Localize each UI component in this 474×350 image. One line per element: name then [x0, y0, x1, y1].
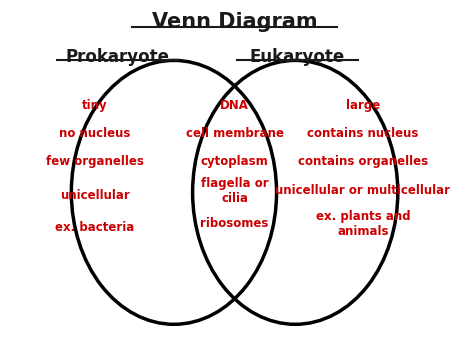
Text: ex. plants and
animals: ex. plants and animals [316, 210, 410, 238]
Text: few organelles: few organelles [46, 155, 144, 168]
Text: no nucleus: no nucleus [59, 127, 130, 140]
Text: large: large [346, 99, 380, 112]
Text: tiny: tiny [82, 99, 108, 112]
Text: cell membrane: cell membrane [186, 127, 283, 140]
Text: contains organelles: contains organelles [298, 155, 428, 168]
Text: Prokaryote: Prokaryote [66, 48, 170, 66]
Text: cytoplasm: cytoplasm [201, 155, 268, 168]
Text: contains nucleus: contains nucleus [307, 127, 419, 140]
Text: Eukaryote: Eukaryote [250, 48, 345, 66]
Text: unicellular or multicellular: unicellular or multicellular [275, 184, 450, 197]
Text: Venn Diagram: Venn Diagram [152, 12, 318, 32]
Text: ex. bacteria: ex. bacteria [55, 220, 134, 233]
Text: DNA: DNA [220, 99, 249, 112]
Text: unicellular: unicellular [60, 189, 129, 202]
Text: flagella or
cilia: flagella or cilia [201, 177, 268, 205]
Text: ribosomes: ribosomes [201, 217, 269, 230]
